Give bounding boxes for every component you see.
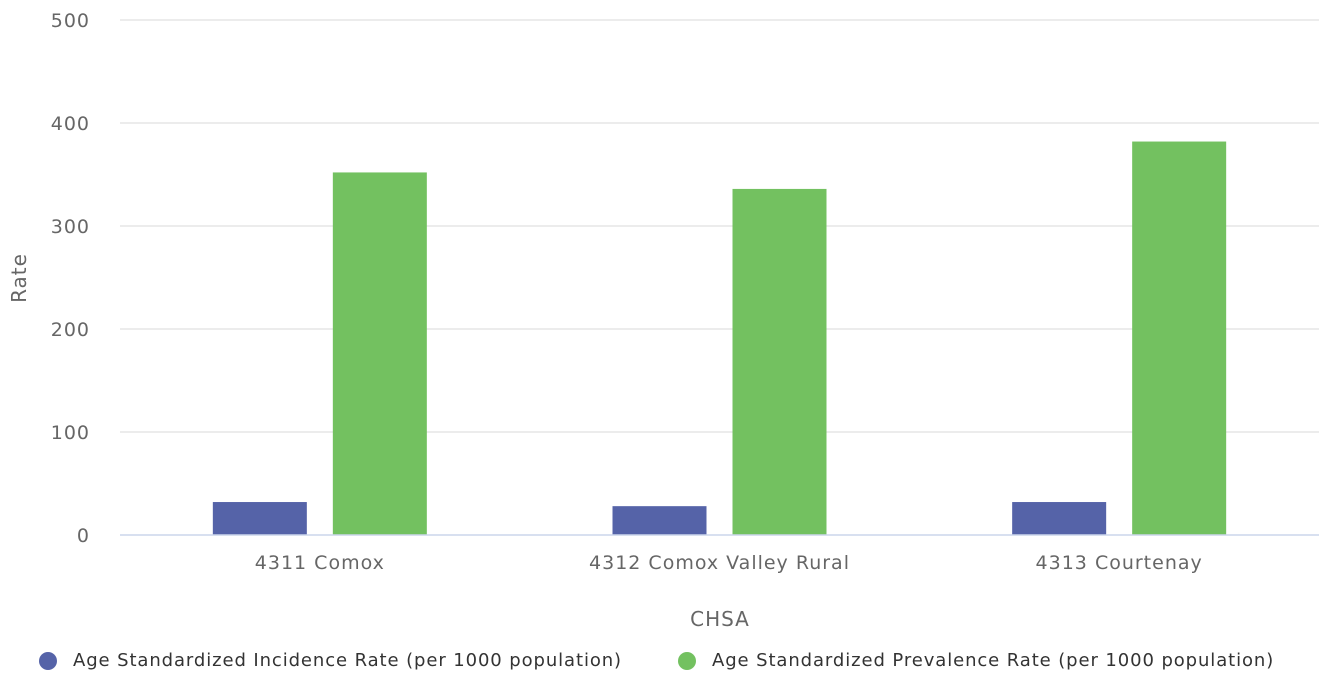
- y-tick-label: 100: [51, 422, 90, 444]
- bar-chart: 0 100 200 300 400 500 4311 Comox 4312 Comox Va…: [7, 10, 1319, 631]
- y-tick-label: 500: [51, 10, 90, 32]
- y-axis-ticks: 0 100 200 300 400 500: [51, 10, 90, 547]
- y-tick-label: 200: [51, 319, 90, 341]
- legend-item-incidence[interactable]: Age Standardized Incidence Rate (per 100…: [39, 650, 622, 671]
- gridlines: [120, 19, 1319, 433]
- x-tick-label: 4312 Comox Valley Rural: [589, 552, 850, 574]
- y-tick-label: 0: [77, 525, 90, 547]
- bar-prevalence-2[interactable]: [1132, 141, 1227, 536]
- y-axis-title: Rate: [7, 253, 31, 303]
- bar-prevalence-1[interactable]: [732, 188, 827, 536]
- x-tick-label: 4311 Comox: [255, 552, 385, 574]
- legend-label-incidence: Age Standardized Incidence Rate (per 100…: [73, 650, 622, 671]
- bars: [212, 141, 1227, 536]
- bar-incidence-1[interactable]: [612, 506, 707, 535]
- bar-incidence-0[interactable]: [212, 502, 307, 535]
- x-axis-ticks: 4311 Comox 4312 Comox Valley Rural 4313 Co…: [255, 552, 1203, 574]
- x-tick-label: 4313 Courtenay: [1036, 552, 1203, 574]
- y-tick-label: 300: [51, 216, 90, 238]
- legend-label-prevalence: Age Standardized Prevalence Rate (per 10…: [712, 650, 1275, 671]
- bar-prevalence-0[interactable]: [332, 172, 427, 535]
- legend: Age Standardized Incidence Rate (per 100…: [0, 650, 1319, 680]
- legend-item-prevalence[interactable]: Age Standardized Prevalence Rate (per 10…: [678, 650, 1274, 671]
- legend-marker-prevalence: [678, 651, 696, 670]
- bar-incidence-2[interactable]: [1012, 502, 1107, 535]
- legend-marker-incidence: [39, 651, 57, 670]
- x-axis-title: CHSA: [690, 607, 750, 631]
- y-tick-label: 400: [51, 113, 90, 135]
